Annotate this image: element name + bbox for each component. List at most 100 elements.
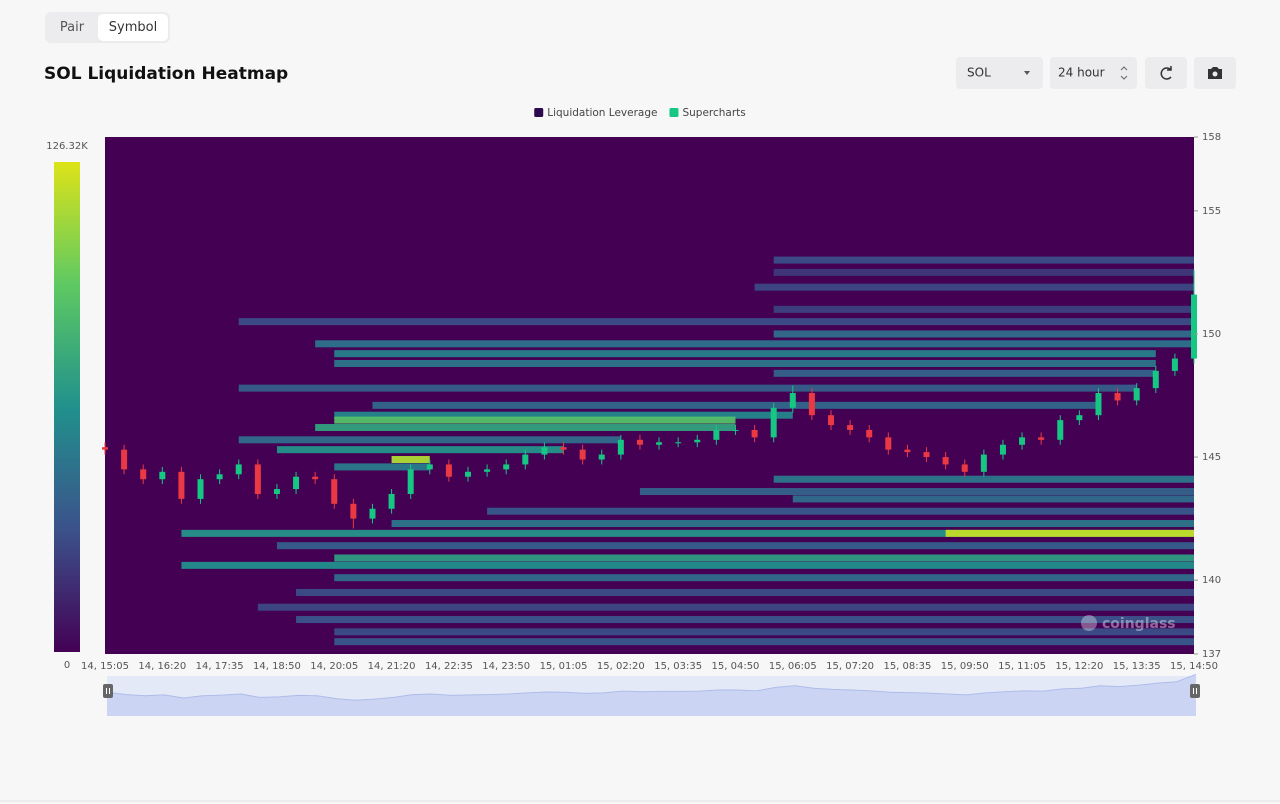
spinner-icon — [1120, 66, 1128, 80]
liquidation-band — [391, 456, 430, 464]
x-tick-label: 14, 15:05 — [81, 661, 129, 672]
y-tick-label: 145 — [1202, 452, 1221, 463]
x-tick-label: 15, 06:05 — [769, 661, 817, 672]
x-tick-label: 14, 17:35 — [196, 661, 244, 672]
candle-body — [216, 474, 223, 480]
candle-body — [445, 464, 452, 477]
liquidation-band — [334, 463, 430, 471]
navigator-handle-grip — [106, 688, 110, 694]
candle-body — [121, 449, 128, 470]
navigator-line — [106, 673, 1197, 701]
x-tick-label: 15, 07:20 — [826, 661, 874, 672]
y-tick-label: 150 — [1202, 329, 1221, 340]
legend: Liquidation Leverage Supercharts — [534, 107, 746, 119]
colorbar-label: 0 — [64, 660, 70, 671]
candle-body — [254, 464, 261, 494]
liquidation-band — [334, 359, 1156, 367]
candle-body — [465, 471, 471, 477]
candle-body — [331, 479, 338, 504]
candle-body — [369, 508, 376, 519]
refresh-icon — [1160, 66, 1172, 80]
candle-body — [426, 464, 433, 470]
x-tick-label: 15, 02:20 — [597, 661, 645, 672]
colorbar-label: 126.32K — [46, 141, 88, 152]
liquidation-band — [773, 256, 1194, 264]
navigator-handle-grip — [1193, 688, 1197, 694]
x-tick-label: 15, 03:35 — [654, 661, 702, 672]
candle-body — [197, 479, 204, 499]
liquidation-band — [773, 330, 1194, 338]
liquidation-band — [792, 495, 1194, 503]
y-tick-label: 140 — [1202, 575, 1221, 586]
y-tick-label: 137 — [1202, 649, 1221, 660]
camera-lens — [1212, 71, 1218, 77]
x-tick-label: 15, 01:05 — [540, 661, 588, 672]
liquidation-band — [334, 416, 736, 424]
candle-body — [1076, 415, 1083, 421]
x-tick-label: 14, 21:20 — [368, 661, 416, 672]
interval-select[interactable] — [1050, 57, 1137, 89]
candle-body — [675, 442, 682, 444]
candle-body — [484, 469, 491, 472]
legend-swatch — [534, 108, 544, 117]
x-tick-label: 15, 04:50 — [712, 661, 760, 672]
liquidation-band — [276, 446, 564, 454]
x-tick-label: 15, 08:35 — [883, 661, 931, 672]
candle-body — [789, 393, 796, 408]
candle-body — [999, 444, 1006, 455]
symbol-select[interactable] — [956, 57, 1043, 89]
candle-body — [1152, 370, 1159, 389]
colorbar — [54, 162, 80, 652]
candle-body — [273, 489, 280, 494]
x-tick-label: 14, 16:20 — [138, 661, 186, 672]
x-tick-label: 14, 20:05 — [310, 661, 358, 672]
watermark: coinglass — [1102, 616, 1176, 632]
candle-body — [866, 429, 873, 438]
navigator-area — [107, 674, 1196, 716]
liquidation-band — [296, 616, 1195, 624]
candle-body — [1019, 437, 1026, 445]
liquidation-band — [334, 554, 1194, 562]
liquidation-band — [773, 305, 1194, 313]
tab-pair[interactable]: Pair — [60, 20, 85, 35]
navigator-handle[interactable] — [1190, 684, 1200, 698]
refresh-button[interactable] — [1145, 57, 1187, 89]
interval-select-text: 24 hour — [1058, 66, 1105, 80]
candle-body — [1114, 393, 1121, 401]
candle-body — [961, 464, 968, 472]
candle-body — [1191, 294, 1197, 359]
candle-body — [1038, 437, 1045, 440]
liquidation-band — [754, 283, 1194, 291]
candle-body — [656, 442, 663, 445]
candle-body — [808, 393, 815, 416]
liquidation-band — [945, 529, 1194, 537]
tab-symbol[interactable]: Symbol — [109, 20, 157, 35]
liquidation-band — [238, 384, 1137, 392]
candle-body — [598, 454, 605, 460]
liquidation-band — [372, 401, 1099, 409]
candle-body — [159, 471, 166, 480]
liquidation-band — [276, 542, 1194, 550]
navigator-handle[interactable] — [103, 684, 113, 698]
candle-body — [636, 439, 643, 445]
candle-body — [770, 407, 777, 438]
x-tick-label: 14, 22:35 — [425, 661, 473, 672]
x-tick-label: 15, 12:20 — [1055, 661, 1103, 672]
liquidation-band — [334, 574, 1194, 582]
liquidation-band — [238, 436, 621, 444]
candle-body — [350, 503, 357, 519]
liquidation-band — [773, 475, 1194, 483]
candle-body — [942, 457, 949, 465]
liquidation-band — [181, 561, 1195, 569]
candle-body — [140, 469, 147, 480]
liquidation-band — [334, 628, 1194, 636]
y-tick-label: 158 — [1202, 132, 1221, 143]
legend-swatch — [669, 108, 679, 117]
candle-body — [751, 429, 758, 438]
liquidation-band — [257, 603, 1194, 611]
candle-body — [923, 452, 930, 458]
candle-body — [293, 476, 300, 490]
x-tick-label: 14, 18:50 — [253, 661, 301, 672]
legend-label: Liquidation Leverage — [547, 107, 657, 119]
candle-body — [579, 449, 586, 460]
